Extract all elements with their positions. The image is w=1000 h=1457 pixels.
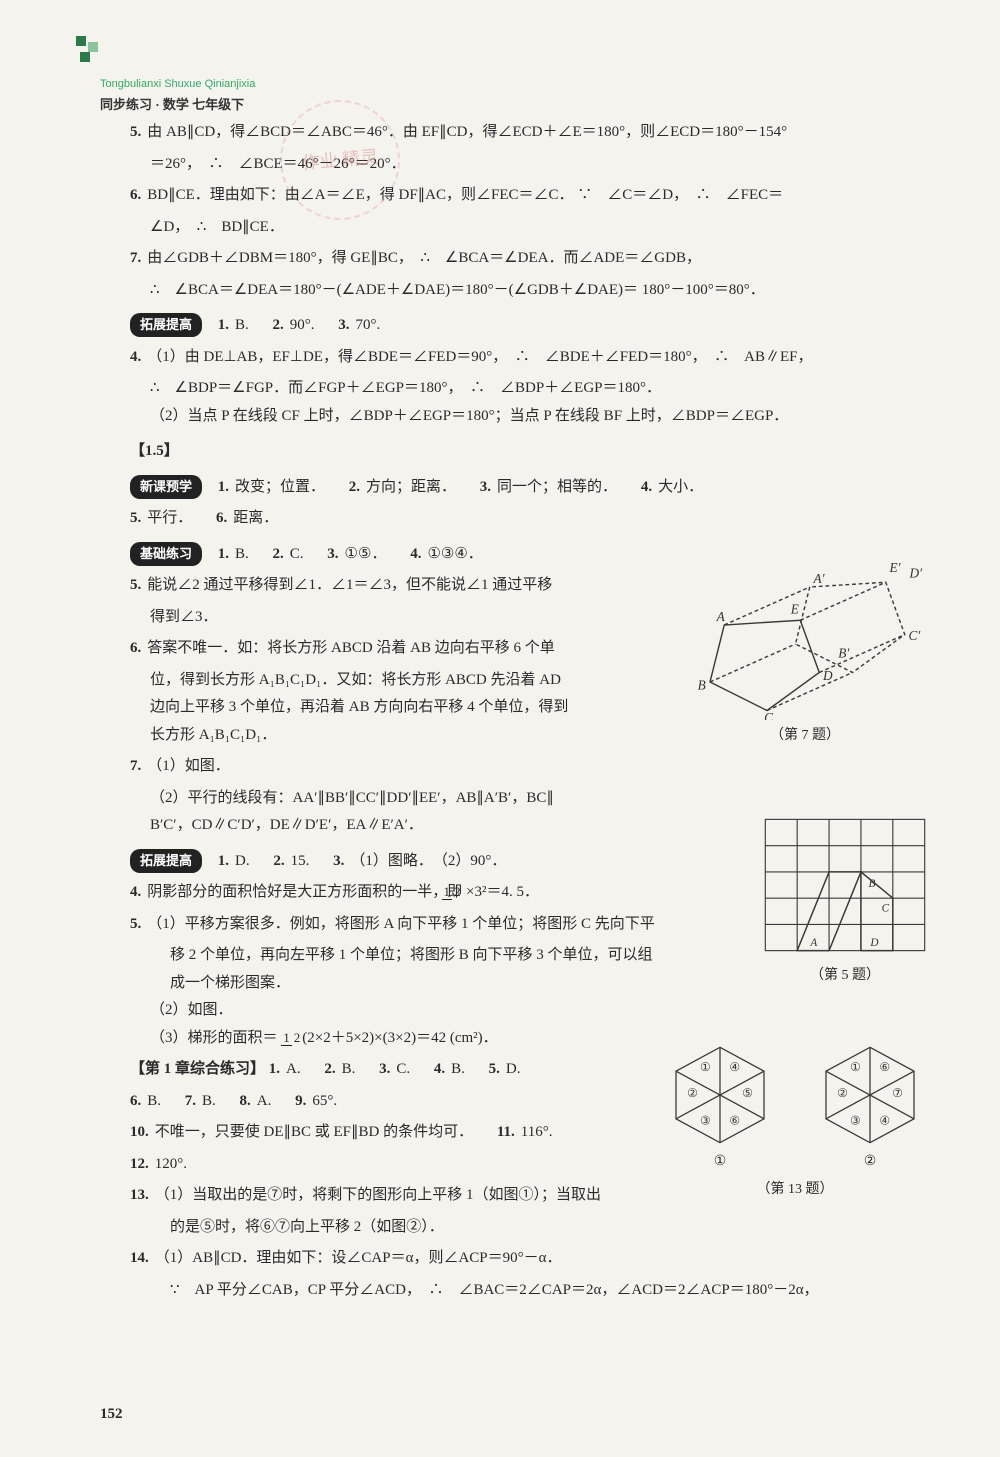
hexagon-1: ① ④ ② ⑤ ③ ⑥ (660, 1040, 780, 1150)
answer-4-1: 4.（1）由 DE⊥AB，EF⊥DE，得∠BDE＝∠FED＝90°， ∴ ∠BD… (130, 345, 950, 371)
svg-text:⑤: ⑤ (742, 1086, 753, 1100)
xinke-row: 新课预学 1.改变；位置． 2.方向；距离． 3.同一个；相等的． 4.大小． (130, 475, 950, 501)
svg-text:⑥: ⑥ (879, 1060, 890, 1074)
page-header: Tongbulianxi Shuxue Qinianjixia 同步练习 · 数… (100, 75, 255, 116)
tuo2-5-1: 5.（1）平移方案很多．例如，将图形 A 向下平移 1 个单位；将图形 C 先向… (130, 912, 700, 938)
badge-xinke: 新课预学 (130, 475, 202, 499)
svg-text:③: ③ (700, 1113, 711, 1127)
tuo2-5-1b: 移 2 个单位，再向左平移 1 个单位；将图形 B 向下平移 3 个单位，可以组 (170, 943, 740, 969)
header-pinyin: Tongbulianxi Shuxue Qinianjixia (100, 75, 255, 94)
svg-text:②: ② (687, 1086, 698, 1100)
jichu-7: 7.（1）如图． (130, 754, 650, 780)
figure-5-caption: （第 5 题） (750, 964, 940, 988)
answer-6-cont: ∠D， ∴ BD∥CE． (150, 215, 950, 241)
tuo2-4: 4.阴影部分的面积恰好是大正方形面积的一半，即 12×3²＝4. 5． (130, 880, 700, 906)
svg-text:C: C (764, 710, 773, 720)
svg-text:E: E (790, 602, 799, 617)
jichu-6b: 位，得到长方形 A₁B₁C₁D₁．又如：将长方形 ABCD 先沿着 AD (150, 668, 670, 694)
badge-tuozhan: 拓展提高 (130, 313, 202, 337)
svg-text:④: ④ (879, 1113, 890, 1127)
svg-text:A: A (716, 609, 726, 624)
svg-text:B: B (868, 878, 875, 890)
page-number: 152 (100, 1402, 123, 1428)
chapter-1-row2: 6.B. 7.B. 8.A. 9.65°. (130, 1089, 660, 1115)
svg-text:③: ③ (850, 1113, 861, 1127)
svg-text:D: D (869, 937, 878, 949)
jichu-7b: （2）平行的线段有：AA′∥BB′∥CC′∥DD′∥EE′，AB∥A′B′，BC… (150, 786, 670, 812)
svg-text:①: ① (700, 1060, 711, 1074)
section-1-5: 【1.5】 (130, 439, 950, 465)
svg-text:⑥: ⑥ (729, 1113, 740, 1127)
svg-text:B′: B′ (838, 645, 850, 660)
answer-6: 6.BD∥CE．理由如下：由∠A＝∠E，得 DF∥AC，则∠FEC＝∠C． ∵ … (130, 183, 950, 209)
svg-text:⑦: ⑦ (892, 1086, 903, 1100)
jichu-7c: B′C′，CD∥C′D′，DE∥D′E′，EA∥E′A′． (150, 813, 670, 839)
logo-icon (70, 30, 110, 70)
answer-7-cont: ∴ ∠BCA＝∠DEA＝180°－(∠ADE＋∠DAE)＝180°－(∠GDB＋… (150, 278, 950, 304)
svg-text:A: A (809, 937, 817, 949)
svg-text:④: ④ (729, 1060, 740, 1074)
figure-13-caption: （第 13 题） (650, 1178, 940, 1202)
svg-text:A′: A′ (813, 571, 826, 586)
badge-jichu: 基础练习 (130, 542, 202, 566)
svg-text:①: ① (850, 1060, 861, 1074)
answer-5-cont: ＝26°， ∴ ∠BCE＝46°－26°＝20°． (150, 152, 950, 178)
c13-1b: 的是⑤时，将⑥⑦向上平移 2（如图②）． (170, 1215, 700, 1241)
main-content: 5.由 AB∥CD，得∠BCD＝∠ABC＝46°．由 EF∥CD，得∠ECD＋∠… (90, 120, 950, 1303)
c13-1: 13.（1）当取出的是⑦时，将剩下的图形向上平移 1（如图①）；当取出 (130, 1183, 660, 1209)
svg-text:E′: E′ (889, 560, 902, 575)
tuozhan-row-1: 拓展提高 1.B. 2.90°. 3.70°. (130, 313, 950, 339)
answer-4-2: （2）当点 P 在线段 CF 上时，∠BDP＋∠EGP＝180°；当点 P 在线… (150, 404, 950, 430)
jichu-6d: 长方形 A₁B₁C₁D₁． (150, 723, 670, 749)
jichu-5: 5.能说∠2 通过平移得到∠1．∠1＝∠3，但不能说∠1 通过平移 (130, 573, 650, 599)
figure-7: A B C D E A′ B′ C′ D′ E′ （第 7 题） (670, 530, 940, 748)
answer-7: 7.由∠GDB＋∠DBM＝180°，得 GE∥BC， ∴ ∠BCA＝∠DEA．而… (130, 246, 950, 272)
svg-text:D: D (822, 668, 833, 683)
jichu-6c: 边向上平移 3 个单位，再沿着 AB 方向向右平移 4 个单位，得到 (150, 695, 670, 721)
jichu-5b: 得到∠3． (150, 605, 670, 631)
jichu-6: 6.答案不唯一．如：将长方形 ABCD 沿着 AB 边向右平移 6 个单 (130, 636, 650, 662)
xinke-row-2: 5.平行． 6.距离． (130, 506, 950, 532)
chapter-1-row4: 12.120°. (130, 1152, 660, 1178)
svg-text:B: B (698, 678, 706, 693)
svg-text:C: C (882, 902, 890, 914)
chapter-1-row3: 10.不唯一，只要使 DE∥BC 或 EF∥BD 的条件均可． 11.116°. (130, 1120, 660, 1146)
answer-4-1b: ∴ ∠BDP＝∠FGP．而∠FGP＋∠EGP＝180°， ∴ ∠BDP＋∠EGP… (150, 376, 950, 402)
figure-5: A B C D （第 5 题） (750, 810, 940, 988)
c14-1b: ∵ AP 平分∠CAB，CP 平分∠ACD， ∴ ∠BAC＝2∠CAP＝2α，∠… (170, 1278, 950, 1304)
figure-7-caption: （第 7 题） (670, 724, 940, 748)
hexagon-2: ① ⑥ ② ⑦ ③ ④ (810, 1040, 930, 1150)
answer-5: 5.由 AB∥CD，得∠BCD＝∠ABC＝46°．由 EF∥CD，得∠ECD＋∠… (130, 120, 950, 146)
svg-text:②: ② (837, 1086, 848, 1100)
badge-tuozhan-2: 拓展提高 (130, 849, 202, 873)
header-title: 同步练习 · 数学 七年级下 (100, 94, 255, 116)
tuo2-5-2: （2）如图． (150, 998, 950, 1024)
svg-text:D′: D′ (909, 566, 924, 581)
tuo2-5-1c: 成一个梯形图案． (170, 971, 740, 997)
figure-13: ① ④ ② ⑤ ③ ⑥ ① ⑥ ② ⑦ ③ ④ ① ② （第 13 题） (650, 1040, 940, 1202)
svg-text:C′: C′ (909, 628, 922, 643)
c14-1: 14.（1）AB∥CD．理由如下：设∠CAP＝α，则∠ACP＝90°－α． (130, 1246, 950, 1272)
